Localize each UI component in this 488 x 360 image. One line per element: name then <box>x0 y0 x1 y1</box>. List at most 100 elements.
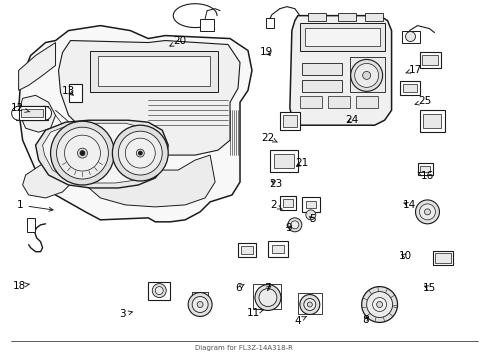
Circle shape <box>155 287 163 294</box>
Bar <box>399 81 419 95</box>
Bar <box>435 253 450 263</box>
Bar <box>241 246 252 254</box>
Bar <box>98 57 210 86</box>
Circle shape <box>306 302 312 307</box>
Bar <box>271 245 284 253</box>
Text: 17: 17 <box>405 64 421 75</box>
Text: 11: 11 <box>246 308 263 318</box>
Circle shape <box>366 292 392 318</box>
Circle shape <box>361 287 397 323</box>
Text: 15: 15 <box>422 283 435 293</box>
Circle shape <box>125 138 155 168</box>
Bar <box>283 115 296 127</box>
Bar <box>432 251 452 265</box>
Circle shape <box>64 135 100 171</box>
Circle shape <box>372 298 386 311</box>
Bar <box>420 166 429 172</box>
Bar <box>305 201 315 208</box>
Bar <box>301 197 319 212</box>
Circle shape <box>419 204 435 220</box>
Bar <box>327 96 349 108</box>
Circle shape <box>152 284 166 298</box>
Text: 2: 2 <box>270 200 282 210</box>
Bar <box>19 106 44 120</box>
Circle shape <box>305 210 315 220</box>
Bar <box>364 13 382 21</box>
Text: 4: 4 <box>294 316 306 325</box>
Polygon shape <box>42 123 160 183</box>
Bar <box>283 199 292 207</box>
Text: 9: 9 <box>285 224 291 233</box>
Bar <box>304 28 379 45</box>
Circle shape <box>197 302 203 307</box>
Text: Diagram for FL3Z-14A318-R: Diagram for FL3Z-14A318-R <box>195 345 292 351</box>
Bar <box>299 96 321 108</box>
Text: 3: 3 <box>119 310 132 319</box>
Circle shape <box>138 151 142 155</box>
Circle shape <box>50 121 114 185</box>
Circle shape <box>38 106 51 120</box>
Polygon shape <box>19 95 56 132</box>
Circle shape <box>299 294 319 315</box>
Circle shape <box>57 127 108 179</box>
Bar <box>301 63 341 75</box>
Bar <box>417 163 432 175</box>
Circle shape <box>350 59 382 91</box>
Text: 18: 18 <box>13 281 29 291</box>
Circle shape <box>112 125 168 181</box>
Bar <box>422 55 438 66</box>
Text: 7: 7 <box>264 283 271 293</box>
Text: 10: 10 <box>398 251 411 261</box>
Circle shape <box>424 209 429 215</box>
Polygon shape <box>59 41 240 155</box>
Circle shape <box>259 289 276 306</box>
Bar <box>423 114 441 128</box>
Bar <box>16 106 47 120</box>
Bar <box>148 282 170 300</box>
Circle shape <box>192 297 208 312</box>
Circle shape <box>303 298 315 310</box>
Circle shape <box>254 285 280 310</box>
Bar <box>265 18 273 28</box>
Text: 16: 16 <box>417 171 433 181</box>
Polygon shape <box>19 42 56 90</box>
Polygon shape <box>289 15 391 125</box>
Bar <box>273 154 293 168</box>
Circle shape <box>354 63 378 87</box>
Polygon shape <box>81 155 215 207</box>
Bar <box>267 241 287 257</box>
Bar <box>252 284 280 310</box>
Text: 13: 13 <box>61 86 75 96</box>
Text: 19: 19 <box>259 46 272 57</box>
Bar <box>297 293 321 315</box>
Bar <box>419 53 441 68</box>
Polygon shape <box>22 160 72 198</box>
Bar <box>401 31 419 42</box>
Text: 5: 5 <box>309 215 315 224</box>
Text: 25: 25 <box>414 96 430 106</box>
Text: 22: 22 <box>261 133 277 143</box>
Text: 1: 1 <box>17 200 53 211</box>
Text: 6: 6 <box>234 283 244 293</box>
Circle shape <box>287 218 301 232</box>
Bar <box>337 13 355 21</box>
Text: 20: 20 <box>169 36 186 46</box>
Text: 12: 12 <box>11 103 30 113</box>
Bar <box>68 84 82 102</box>
Circle shape <box>77 148 87 158</box>
Text: 23: 23 <box>269 179 282 189</box>
Polygon shape <box>36 120 168 188</box>
Bar <box>20 109 42 117</box>
Circle shape <box>188 293 212 316</box>
Text: 21: 21 <box>295 158 308 168</box>
Circle shape <box>12 106 25 120</box>
Bar <box>301 80 341 92</box>
Polygon shape <box>19 26 251 222</box>
Bar <box>299 23 384 50</box>
Bar <box>238 243 255 257</box>
Circle shape <box>405 32 415 41</box>
Bar <box>307 13 325 21</box>
Circle shape <box>362 71 370 80</box>
Circle shape <box>80 150 85 156</box>
Bar <box>90 50 218 92</box>
